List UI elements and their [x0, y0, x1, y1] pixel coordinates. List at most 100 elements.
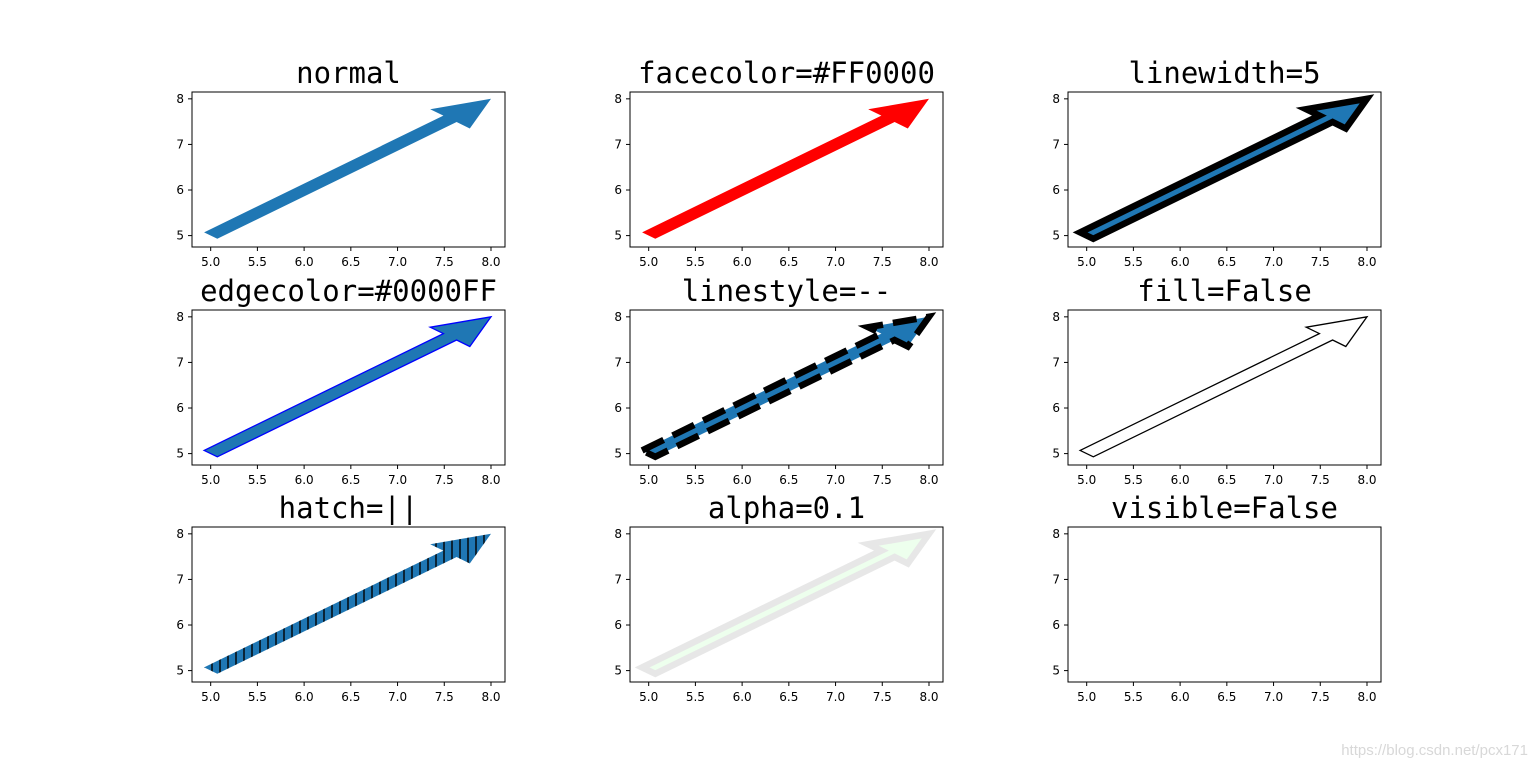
x-tick-label: 7.0 [1264, 255, 1283, 269]
x-tick-label: 7.5 [873, 690, 892, 704]
x-tick-label: 6.0 [295, 473, 314, 487]
x-tick-label: 6.5 [1217, 255, 1236, 269]
arrow-shape [204, 98, 491, 239]
x-tick-label: 6.0 [1171, 473, 1190, 487]
y-tick-label: 5 [614, 664, 622, 678]
x-tick-label: 5.0 [201, 255, 220, 269]
x-tick-label: 8.0 [481, 473, 500, 487]
watermark-text: https://blog.csdn.net/pcx171 [1341, 742, 1528, 759]
x-tick-label: 6.0 [733, 473, 752, 487]
x-tick-label: 5.5 [686, 690, 705, 704]
y-tick-label: 8 [1052, 527, 1060, 541]
subplot-title: facecolor=#FF0000 [638, 56, 935, 90]
x-tick-label: 7.0 [388, 473, 407, 487]
x-tick-label: 7.0 [1264, 473, 1283, 487]
subplot-title: visible=False [1111, 491, 1338, 525]
x-tick-label: 6.0 [1171, 690, 1190, 704]
y-tick-label: 6 [176, 183, 184, 197]
x-tick-label: 6.5 [1217, 473, 1236, 487]
x-tick-label: 6.5 [779, 255, 798, 269]
x-tick-label: 6.5 [1217, 690, 1236, 704]
axes-frame [629, 91, 944, 248]
y-tick-label: 5 [176, 447, 184, 461]
y-tick-label: 5 [1052, 447, 1060, 461]
axes-frame [1067, 526, 1382, 683]
y-tick-label: 7 [614, 355, 622, 369]
subplot-title: edgecolor=#0000FF [200, 274, 497, 308]
x-tick-label: 8.0 [481, 255, 500, 269]
y-tick-label: 8 [176, 92, 184, 106]
y-tick-label: 7 [176, 572, 184, 586]
y-tick-label: 7 [614, 137, 622, 151]
subplot-3: linewidth=5 5.0 5.5 6.0 6.5 7.0 7.5 8.0 5 6 7 8 [1052, 56, 1382, 269]
arrow-shape [1072, 94, 1375, 243]
x-tick-label: 5.5 [1124, 473, 1143, 487]
y-tick-label: 5 [614, 229, 622, 243]
subplot-8: alpha=0.1 5.0 5.5 6.0 6.5 7.0 7.5 8.0 5 6 7 8 [614, 491, 944, 704]
y-tick-label: 7 [1052, 137, 1060, 151]
y-tick-label: 5 [614, 447, 622, 461]
y-tick-label: 7 [614, 572, 622, 586]
x-tick-label: 5.0 [639, 255, 658, 269]
axes-frame [191, 526, 506, 683]
x-tick-label: 7.0 [826, 473, 845, 487]
y-tick-label: 7 [1052, 355, 1060, 369]
x-tick-label: 7.5 [1311, 690, 1330, 704]
subplot-title: linewidth=5 [1128, 56, 1320, 90]
arrow-shape [642, 98, 929, 239]
y-tick-label: 6 [1052, 183, 1060, 197]
axes-frame [191, 91, 506, 248]
subplot-title: alpha=0.1 [708, 491, 865, 525]
arrow-shape [634, 529, 937, 678]
x-tick-label: 8.0 [481, 690, 500, 704]
y-tick-label: 8 [614, 310, 622, 324]
arrow-shape [1078, 315, 1369, 458]
y-tick-label: 8 [614, 92, 622, 106]
y-tick-label: 6 [614, 183, 622, 197]
subplot-6: fill=False 5.0 5.5 6.0 6.5 7.0 7.5 8.0 5 6 7 8 [1052, 274, 1382, 487]
x-tick-label: 7.5 [435, 690, 454, 704]
x-tick-label: 6.5 [779, 690, 798, 704]
x-tick-label: 8.0 [919, 690, 938, 704]
axes-frame [629, 309, 944, 466]
x-tick-label: 5.0 [639, 690, 658, 704]
x-tick-label: 6.0 [733, 690, 752, 704]
y-tick-label: 5 [1052, 229, 1060, 243]
y-tick-label: 5 [1052, 664, 1060, 678]
subplot-1: normal 5.0 5.5 6.0 6.5 7.0 7.5 8.0 5 6 7 8 [176, 56, 506, 269]
x-tick-label: 7.5 [435, 255, 454, 269]
y-tick-label: 6 [614, 401, 622, 415]
axes-frame [1067, 309, 1382, 466]
subplot-2: facecolor=#FF0000 5.0 5.5 6.0 6.5 7.0 7.5 8.0 5 6… [614, 56, 944, 269]
y-tick-label: 6 [1052, 618, 1060, 632]
axes-frame [629, 526, 944, 683]
subplot-7: hatch=|| 5.0 5.5 6.0 6.5 7.0 7.5 8.0 5 6 7 8 [176, 491, 506, 704]
y-tick-label: 7 [176, 355, 184, 369]
y-tick-label: 6 [614, 618, 622, 632]
axes-frame [1067, 91, 1382, 248]
x-tick-label: 7.0 [826, 255, 845, 269]
x-tick-label: 5.0 [1077, 473, 1096, 487]
y-tick-label: 7 [1052, 572, 1060, 586]
x-tick-label: 5.0 [201, 473, 220, 487]
subplot-4: edgecolor=#0000FF 5.0 5.5 6.0 6.5 7.0 7.5 8.0 5 6… [176, 274, 506, 487]
x-tick-label: 5.5 [1124, 690, 1143, 704]
y-tick-label: 7 [176, 137, 184, 151]
arrow-hatch-overlay [204, 533, 491, 674]
x-tick-label: 6.5 [341, 690, 360, 704]
axes-frame [191, 309, 506, 466]
y-tick-label: 8 [176, 527, 184, 541]
x-tick-label: 5.0 [639, 473, 658, 487]
x-tick-label: 8.0 [1357, 255, 1376, 269]
x-tick-label: 8.0 [1357, 473, 1376, 487]
subplot-title: linestyle=-- [682, 274, 892, 308]
y-tick-label: 5 [176, 664, 184, 678]
y-tick-label: 8 [1052, 92, 1060, 106]
x-tick-label: 7.5 [1311, 255, 1330, 269]
x-tick-label: 6.0 [733, 255, 752, 269]
x-tick-label: 7.0 [388, 255, 407, 269]
x-tick-label: 5.0 [1077, 690, 1096, 704]
x-tick-label: 6.5 [341, 473, 360, 487]
x-tick-label: 6.5 [341, 255, 360, 269]
